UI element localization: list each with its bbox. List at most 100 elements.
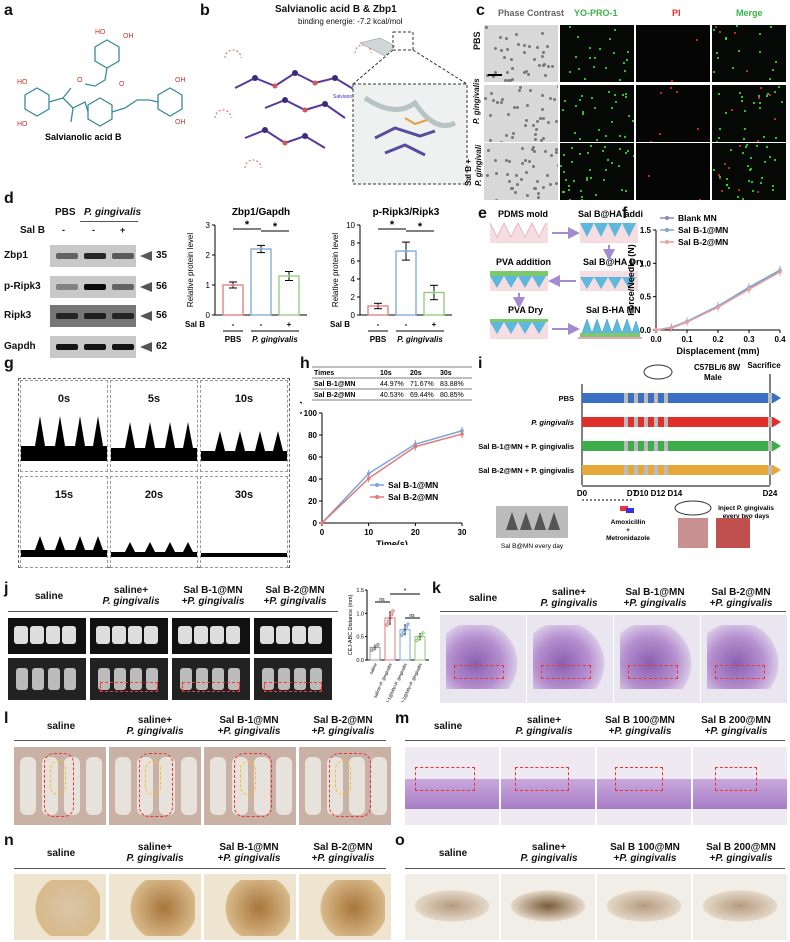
svg-text:O: O (119, 81, 125, 88)
tooth (62, 626, 76, 644)
ytick: 1.5 (640, 226, 652, 235)
tooth (46, 626, 60, 644)
blot-label-1: p-Ripk3 (4, 281, 41, 292)
fluor-tile-r0-c2 (636, 25, 710, 82)
panel-label-k: k (432, 580, 441, 597)
k-group-label: +P. gingivalis (709, 598, 773, 609)
fluor-tile-r2-c0 (484, 143, 558, 200)
mn-needle (35, 416, 45, 446)
sig-mark: * (245, 219, 250, 231)
legend-entry: Blank MN (678, 213, 717, 223)
ytick: 0.0 (640, 326, 652, 335)
frame-time: 30s (234, 489, 254, 501)
region-marker (541, 665, 591, 679)
mn-needle (75, 416, 85, 446)
n-group-label: Sal B-2@MN (313, 842, 373, 853)
j-group-label: +P. gingivalis (263, 596, 327, 607)
tooth (260, 626, 274, 644)
xlabel-pbs: PBS (370, 335, 387, 344)
table-cell: 44.97% (380, 381, 404, 388)
frame-time: 0s (57, 393, 71, 405)
l-tile-0 (14, 747, 106, 825)
tissue-section (405, 779, 499, 809)
table-cell: 20s (410, 370, 422, 377)
force-displacement-chart: 0.0 0.1 0.2 0.3 0.4 0.0 0.5 1.0 1.5 Displacement … (628, 213, 786, 356)
xlabel-pbs: PBS (225, 335, 242, 344)
salb-mark: - (377, 320, 380, 329)
tooth-section (196, 668, 208, 690)
mn-base (21, 550, 107, 557)
fluor-tile-r2-c2 (636, 143, 710, 200)
fluor-tile-r1-c1 (560, 85, 634, 142)
sig-mark: ns (409, 613, 415, 619)
region-marker (628, 665, 678, 679)
table-cell: Times (314, 370, 334, 377)
o-group-label: Sal B 200@MN (706, 842, 776, 853)
l-tile-3 (299, 747, 391, 825)
j-group-label: saline (34, 591, 64, 602)
xlabel-pg: P. gingivalis (252, 335, 298, 344)
group-label-2: Sal B-1@MN + P. gingivalis (478, 442, 574, 451)
bone-loss-outline (44, 753, 74, 817)
abx-1: Amoxicillin (611, 519, 646, 526)
sig-mark: * (390, 219, 395, 231)
tooth (96, 626, 110, 644)
fluor-tile-r1-c0 (484, 85, 558, 142)
xtick: saline (368, 662, 378, 675)
m-tile-3 (693, 747, 787, 825)
row-salb: Sal B + (464, 159, 473, 186)
panel-label-h: h (300, 355, 310, 372)
xtick: 0.3 (743, 335, 755, 344)
m-tile-0 (405, 747, 499, 825)
region-marker (515, 767, 569, 791)
abx-plus: + (626, 527, 630, 534)
inject-2: every two days (723, 513, 770, 520)
svg-text:OH: OH (175, 77, 186, 84)
step-ha-dry: Sal B@HA Dry (583, 257, 643, 267)
l-group-label: Sal B-1@MN (219, 715, 279, 726)
fluor-tile-r1-c3 (712, 85, 786, 142)
col-pi: PI (672, 8, 681, 18)
salb-row-label: Sal B (20, 225, 46, 236)
salb-mark: - (405, 320, 408, 329)
bar (250, 248, 272, 316)
tissue-section (446, 625, 520, 689)
docking-title: Salvianolic acid B & Zbp1 (275, 4, 397, 15)
blot-strip-3 (50, 336, 136, 358)
mn-needle (183, 422, 193, 448)
sig-mark: ns (379, 597, 385, 603)
mn-needle (55, 416, 65, 446)
mn-needle (125, 542, 135, 552)
region-marker (454, 665, 504, 679)
group-pbs: PBS (55, 207, 76, 218)
kda-0: 35 (156, 250, 168, 261)
salb-mark-1: - (62, 225, 65, 235)
table-cell: 80.85% (440, 392, 464, 399)
frame-4: 20s (110, 476, 198, 568)
mn-needle (145, 542, 155, 552)
tooth (144, 626, 158, 644)
molar (64, 757, 80, 815)
j-group-label: saline+ (113, 585, 149, 596)
salb-mark: + (432, 320, 437, 329)
svg-text:OH: OH (175, 119, 186, 126)
o-divider (405, 868, 785, 869)
ytick: 40 (308, 475, 317, 484)
molar (115, 757, 131, 815)
table-cell: 83.88% (440, 381, 464, 388)
ytick: 20 (308, 497, 317, 506)
tooth-section (98, 668, 110, 690)
legend-entry: Sal B-1@MN (388, 480, 438, 490)
panel-label-j: j (4, 580, 9, 597)
molar (20, 757, 36, 815)
salb-mark: - (232, 320, 235, 329)
panel-label-c: c (476, 2, 485, 19)
n-group-label: Sal B-1@MN (219, 842, 279, 853)
tooth-section (180, 668, 192, 690)
o-group-label: +P. gingivalis (709, 853, 773, 864)
k-group-label: Sal B-2@MN (711, 587, 771, 598)
data-point (320, 521, 324, 525)
ytick: 0.5 (640, 293, 652, 302)
ytick: 60 (308, 453, 317, 462)
bone-loss-marker (264, 682, 322, 692)
